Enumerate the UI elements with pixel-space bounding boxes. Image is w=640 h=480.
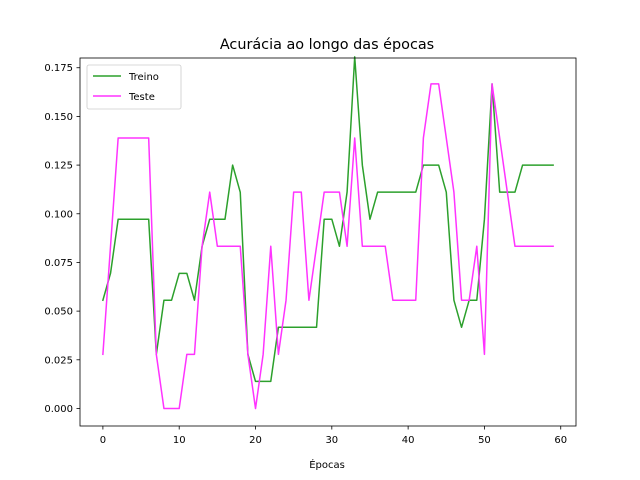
y-tick-label: 0.100 xyxy=(44,209,73,220)
x-axis-label: Épocas xyxy=(309,458,345,471)
series-line-teste xyxy=(102,83,554,410)
y-tick-label: 0.000 xyxy=(44,404,73,415)
y-tick-label: 0.050 xyxy=(44,307,73,318)
x-tick-label: 20 xyxy=(249,435,262,446)
y-tick-label: 0.150 xyxy=(44,112,73,123)
x-tick-label: 0 xyxy=(100,435,106,446)
axes-frame xyxy=(79,57,577,427)
x-tick-label: 30 xyxy=(325,435,338,446)
y-tick-label: 0.025 xyxy=(44,355,73,366)
x-tick-label: 50 xyxy=(478,435,491,446)
y-tick-label: 0.125 xyxy=(44,161,73,172)
plot-area: 0 10 20 30 40 50 60 0.000 0.025 0.050 0.075 0.100 0.… xyxy=(44,56,577,446)
legend-label-teste: Teste xyxy=(128,92,155,103)
y-tick-label: 0.175 xyxy=(44,63,73,74)
series-line-treino xyxy=(101,56,554,383)
x-tick-label: 10 xyxy=(173,435,186,446)
legend-label-treino: Treino xyxy=(128,72,159,83)
x-tick-label: 40 xyxy=(402,435,415,446)
y-tick-label: 0.075 xyxy=(44,258,73,269)
chart-title: Acurácia ao longo das épocas xyxy=(220,37,434,53)
x-tick-label: 60 xyxy=(554,435,567,446)
